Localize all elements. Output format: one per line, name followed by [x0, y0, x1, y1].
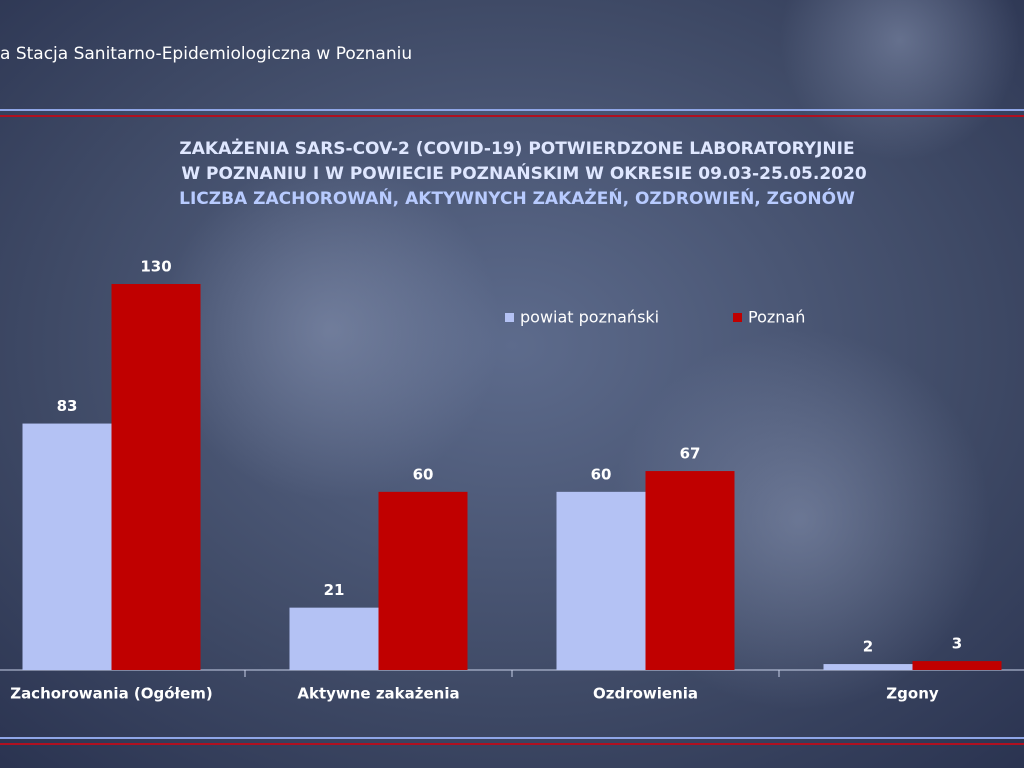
- value-label: 60: [413, 465, 434, 483]
- value-label: 21: [324, 581, 345, 599]
- x-tick-label: Zgony: [886, 685, 939, 703]
- bar: [823, 664, 913, 670]
- value-label: 3: [952, 635, 962, 653]
- x-tick-label: Aktywne zakażenia: [297, 685, 459, 703]
- legend-label: Poznań: [748, 308, 805, 327]
- legend-swatch: [733, 313, 742, 322]
- value-label: 130: [140, 258, 171, 276]
- bar: [378, 491, 468, 670]
- legend-label: powiat poznański: [520, 308, 659, 327]
- value-label: 67: [680, 445, 701, 463]
- bar: [22, 423, 112, 670]
- value-label: 60: [591, 465, 612, 483]
- chart-title: LICZBA ZACHOROWAŃ, AKTYWNYCH ZAKAŻEŃ, OZ…: [179, 187, 855, 209]
- x-tick-label: Zachorowania (Ogółem): [10, 685, 213, 703]
- bar: [645, 471, 735, 670]
- header: a Stacja Sanitarno-Epidemiologiczna w Po…: [0, 44, 412, 64]
- value-label: 83: [57, 397, 78, 415]
- bar: [912, 661, 1002, 670]
- chart-title: ZAKAŻENIA SARS-COV-2 (COVID-19) POTWIERD…: [179, 137, 854, 159]
- x-tick-label: Ozdrowienia: [593, 685, 698, 703]
- bg-virus: [160, 160, 500, 500]
- chart-title: W POZNANIU I W POWIECIE POZNAŃSKIM W OKR…: [181, 162, 866, 184]
- legend-swatch: [505, 313, 514, 322]
- bar: [556, 491, 646, 670]
- value-label: 2: [863, 638, 873, 656]
- bar: [111, 284, 201, 670]
- bar: [289, 607, 379, 670]
- bg-virus: [780, 0, 1020, 160]
